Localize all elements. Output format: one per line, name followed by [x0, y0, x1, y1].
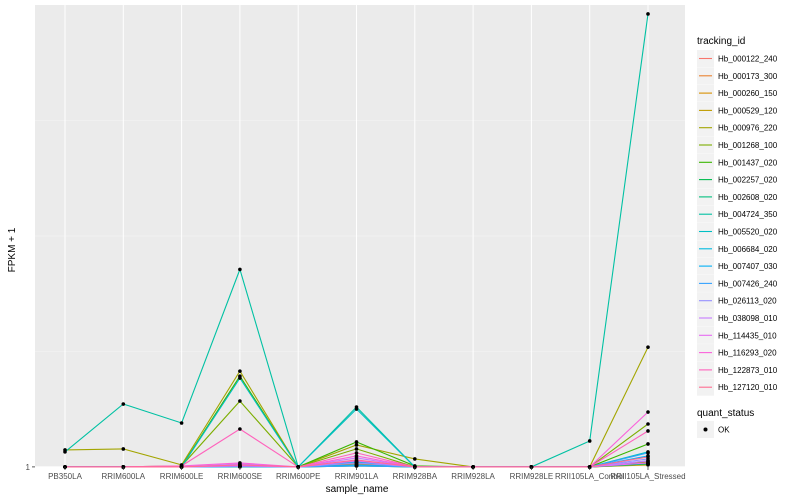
x-tick-label: PB350LA — [48, 472, 82, 481]
x-tick-label: RRIM600LA — [102, 472, 146, 481]
data-point — [471, 465, 475, 469]
legend-label: Hb_122873_010 — [718, 366, 778, 375]
x-tick-label: RRIM600PE — [276, 472, 320, 481]
data-point — [529, 465, 534, 469]
legend-label: Hb_026113_020 — [718, 297, 777, 306]
legend-label: Hb_002257_020 — [718, 176, 778, 185]
legend: tracking_id Hb_000122_240Hb_000173_300Hb… — [697, 36, 778, 438]
legend-label: Hb_116293_020 — [718, 349, 777, 358]
data-point — [238, 267, 242, 272]
data-point — [121, 402, 126, 406]
legend-items: Hb_000122_240 Hb_000173_300 Hb_000260_150 H… — [697, 50, 778, 396]
y-axis-ticks: 1 — [26, 463, 35, 472]
x-tick-label: RRIM928LA — [451, 472, 495, 481]
data-point — [179, 421, 184, 425]
data-point — [646, 429, 650, 433]
data-point — [646, 345, 650, 349]
data-point — [63, 450, 67, 454]
legend-label: Hb_007426_240 — [718, 279, 778, 288]
data-point — [354, 464, 359, 468]
data-point — [646, 451, 650, 455]
data-point — [121, 447, 126, 451]
data-point — [354, 454, 359, 458]
legend-label: Hb_000173_300 — [718, 72, 778, 81]
series-points — [63, 12, 650, 469]
data-point — [354, 447, 359, 451]
data-point — [646, 410, 650, 414]
data-point — [646, 12, 650, 16]
x-tick-label: RRIM901LA — [335, 472, 379, 481]
data-point — [646, 422, 650, 426]
legend-label: Hb_006684_020 — [718, 245, 778, 254]
data-point — [354, 451, 359, 455]
data-point — [238, 399, 242, 403]
data-point — [646, 461, 650, 465]
x-axis-title: sample_name — [326, 484, 389, 495]
data-point — [354, 443, 359, 447]
legend-label: Hb_007407_030 — [718, 262, 778, 271]
data-point — [238, 427, 242, 431]
data-point — [63, 465, 67, 469]
y-tick-label: 1 — [26, 463, 31, 472]
x-tick-label: RRII105LA_Stressed — [610, 472, 685, 481]
x-tick-label: RRIM928LE — [510, 472, 554, 481]
status-legend-label: OK — [718, 426, 730, 435]
legend-label: Hb_114435_010 — [718, 331, 777, 340]
data-point — [354, 407, 359, 411]
y-axis-title: FPKM + 1 — [7, 227, 18, 272]
data-point — [413, 457, 417, 461]
data-point — [179, 465, 184, 469]
data-point — [646, 442, 650, 446]
legend-label: Hb_001437_020 — [718, 158, 778, 167]
legend-label: Hb_000976_220 — [718, 124, 778, 133]
legend-title: tracking_id — [697, 36, 745, 47]
legend-label: Hb_038098_010 — [718, 314, 778, 323]
data-point — [354, 458, 359, 462]
x-tick-label: RRIM600LE — [160, 472, 204, 481]
legend-label: Hb_000122_240 — [718, 55, 778, 64]
x-tick-label: RRIM928BA — [393, 472, 438, 481]
data-point — [646, 455, 650, 459]
legend-label: Hb_127120_010 — [718, 383, 778, 392]
data-point — [238, 376, 242, 380]
legend-label: Hb_000529_120 — [718, 106, 778, 115]
data-point — [587, 465, 592, 469]
data-point — [354, 440, 359, 444]
legend-label: Hb_002608_020 — [718, 193, 778, 202]
legend-label: Hb_004724_350 — [718, 210, 778, 219]
data-point — [413, 465, 417, 469]
data-point — [238, 369, 242, 373]
data-point — [587, 439, 592, 443]
data-point — [121, 465, 126, 469]
grid-lines — [35, 5, 685, 468]
data-point — [296, 465, 301, 469]
x-tick-label: RRII105LA_Control — [555, 472, 625, 481]
legend-label: Hb_000260_150 — [718, 89, 778, 98]
status-legend-point — [703, 427, 708, 432]
x-tick-label: RRIM600SE — [218, 472, 262, 481]
data-point — [238, 463, 242, 467]
status-legend-title: quant_status — [697, 408, 754, 419]
legend-label: Hb_005520_020 — [718, 228, 778, 237]
x-axis-ticks: PB350LA RRIM600LA RRIM600LE RRIM600SE RRIM60… — [48, 467, 686, 481]
legend-label: Hb_001268_100 — [718, 141, 778, 150]
